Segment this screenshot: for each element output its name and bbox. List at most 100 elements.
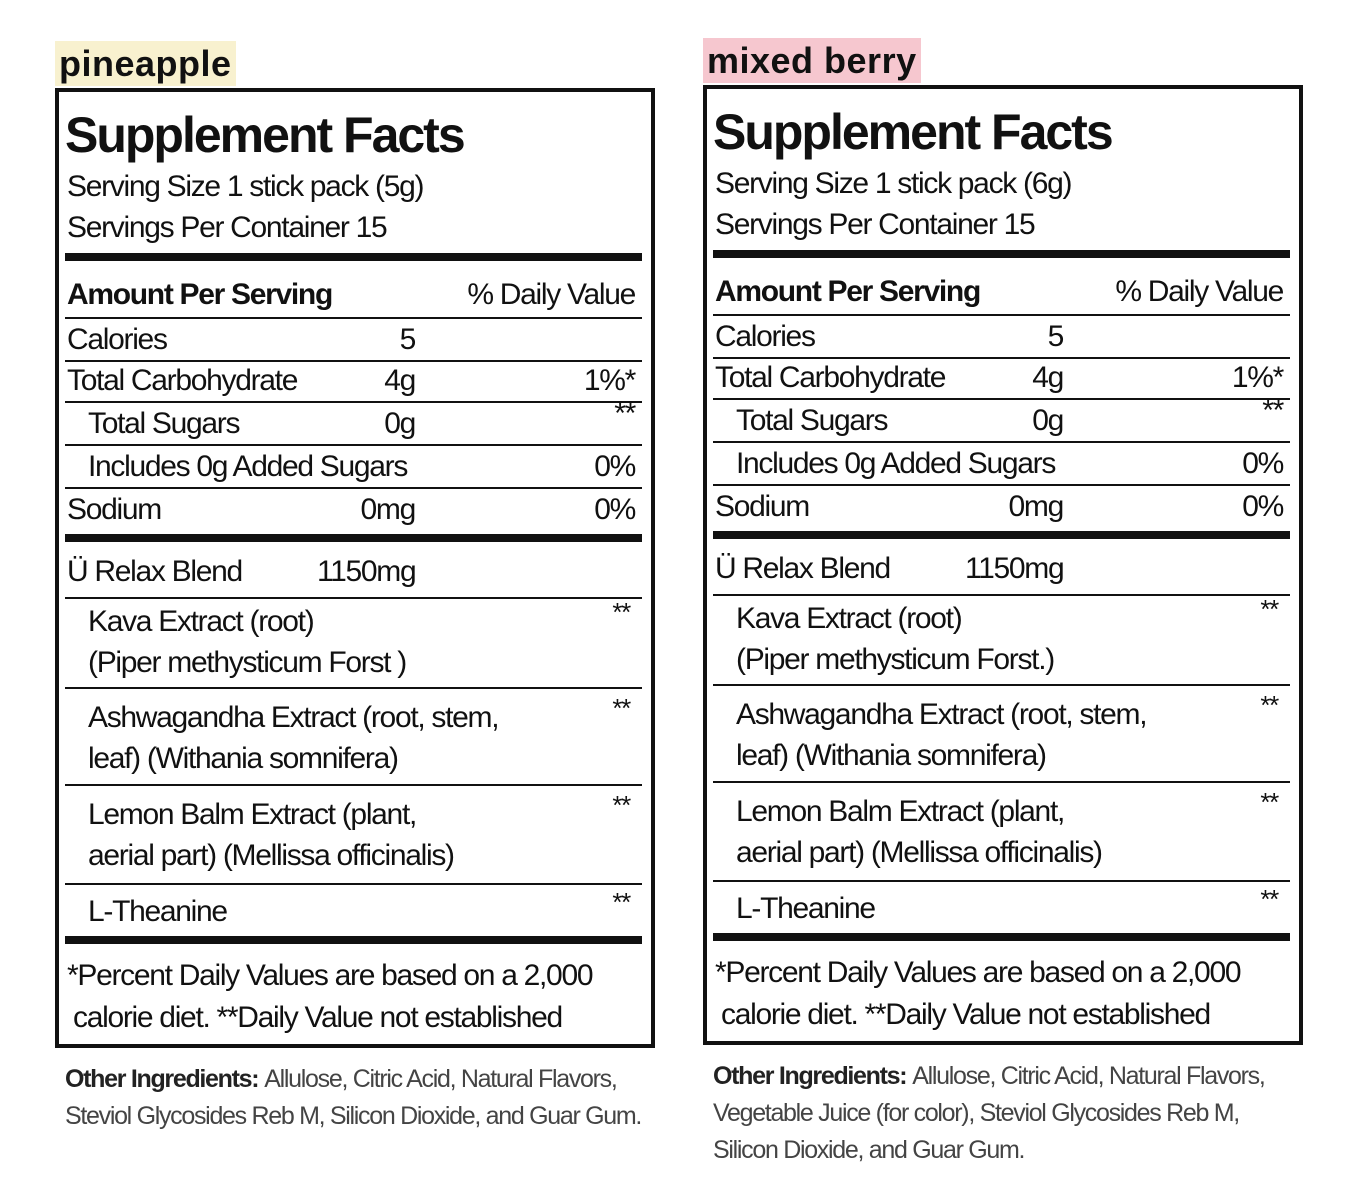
ingredient-line: Lemon Balm Extract (plant, xyxy=(88,798,417,831)
nutrient-daily-value: ** xyxy=(1262,394,1284,427)
rule xyxy=(65,444,642,446)
amount-header: Amount Per Serving xyxy=(67,278,333,311)
nutrient-name: Total Sugars xyxy=(736,404,888,437)
serving-size: Serving Size 1 stick pack (5g) xyxy=(67,170,424,203)
rule xyxy=(713,684,1290,686)
ingredient-line: Ashwagandha Extract (root, stem, xyxy=(736,698,1148,731)
nutrient-amount: 5 xyxy=(399,323,417,356)
panel-title: Supplement Facts xyxy=(65,107,466,163)
other-ingredients-line: Vegetable Juice (for color), Steviol Gly… xyxy=(713,1098,1240,1127)
nutrient-amount: 4g xyxy=(1032,361,1064,394)
ingredient-line: aerial part) (Mellissa officinalis) xyxy=(736,836,1103,869)
nutrient-amount: 0g xyxy=(384,407,416,440)
ingredient-line: L-Theanine xyxy=(88,895,228,928)
nutrient-amount: 0mg xyxy=(360,493,417,526)
panel-title: Supplement Facts xyxy=(713,104,1114,160)
ingredient-daily-value: ** xyxy=(1260,884,1279,914)
nutrient-daily-value: 1%* xyxy=(583,364,636,397)
ingredient-line: aerial part) (Mellissa officinalis) xyxy=(88,839,455,872)
ingredient-daily-value: ** xyxy=(1260,690,1279,720)
ingredient-line: Kava Extract (root) xyxy=(736,602,963,635)
rule xyxy=(65,401,642,403)
nutrient-name: Sodium xyxy=(715,490,810,523)
footnote-line: calorie diet. **Daily Value not establis… xyxy=(73,1001,563,1034)
ingredient-line: leaf) (Withania somnifera) xyxy=(736,739,1047,772)
nutrient-daily-value: 0% xyxy=(594,450,636,483)
rule xyxy=(713,250,1290,258)
rule xyxy=(65,317,642,319)
servings-per-container: Servings Per Container 15 xyxy=(67,211,388,244)
daily-value-header: % Daily Value xyxy=(467,278,636,311)
ingredient-line: Kava Extract (root) xyxy=(88,605,315,638)
amount-header: Amount Per Serving xyxy=(715,275,981,308)
ingredient-line: Lemon Balm Extract (plant, xyxy=(736,795,1065,828)
ingredient-line: (Piper methysticum Forst.) xyxy=(736,643,1055,676)
servings-per-container: Servings Per Container 15 xyxy=(715,208,1036,241)
other-ingredients-line: Steviol Glycosides Reb M, Silicon Dioxid… xyxy=(65,1101,642,1130)
daily-value-header: % Daily Value xyxy=(1115,275,1284,308)
ingredient-daily-value: ** xyxy=(612,887,631,917)
ingredient-line: (Piper methysticum Forst ) xyxy=(88,646,407,679)
other-ingredients-line: Allulose, Citric Acid, Natural Flavors, xyxy=(264,1064,618,1093)
rule xyxy=(713,357,1290,359)
footnote-line: *Percent Daily Values are based on a 2,0… xyxy=(67,959,594,992)
ingredient-daily-value: ** xyxy=(1260,787,1279,817)
facts-panel xyxy=(703,85,1303,1045)
nutrient-daily-value: 0% xyxy=(1242,447,1284,480)
nutrient-name: Includes 0g Added Sugars xyxy=(88,450,408,483)
other-ingredients-label: Other Ingredients: xyxy=(713,1061,908,1090)
rule xyxy=(713,484,1290,486)
rule xyxy=(65,534,642,542)
ingredient-line: Ashwagandha Extract (root, stem, xyxy=(88,701,500,734)
rule xyxy=(65,487,642,489)
ingredient-daily-value: ** xyxy=(612,693,631,723)
nutrient-name: Total Sugars xyxy=(88,407,240,440)
rule xyxy=(713,531,1290,539)
rule xyxy=(65,883,642,885)
rule xyxy=(65,360,642,362)
flavor-label: pineapple xyxy=(55,41,236,86)
nutrient-daily-value: 0% xyxy=(1242,490,1284,523)
nutrient-name: Calories xyxy=(67,323,168,356)
rule xyxy=(713,398,1290,400)
rule xyxy=(65,597,642,599)
blend-name: Ü Relax Blend xyxy=(67,555,243,588)
nutrient-amount: 5 xyxy=(1047,320,1065,353)
rule xyxy=(713,594,1290,596)
other-ingredients-label: Other Ingredients: xyxy=(65,1064,260,1093)
ingredient-daily-value: ** xyxy=(612,597,631,627)
nutrient-name: Calories xyxy=(715,320,816,353)
rule xyxy=(65,784,642,786)
nutrient-daily-value: ** xyxy=(614,397,636,430)
rule xyxy=(65,936,642,944)
nutrient-daily-value: 1%* xyxy=(1231,361,1284,394)
nutrient-daily-value: 0% xyxy=(594,493,636,526)
rule xyxy=(713,314,1290,316)
ingredient-line: L-Theanine xyxy=(736,892,876,925)
ingredient-line: leaf) (Withania somnifera) xyxy=(88,742,399,775)
rule xyxy=(65,253,642,261)
nutrient-name: Total Carbohydrate xyxy=(67,364,298,397)
rule xyxy=(713,781,1290,783)
blend-amount: 1150mg xyxy=(317,555,417,588)
other-ingredients-line: Silicon Dioxide, and Guar Gum. xyxy=(713,1135,1025,1164)
other-ingredients-line: Allulose, Citric Acid, Natural Flavors, xyxy=(912,1061,1266,1090)
nutrient-name: Includes 0g Added Sugars xyxy=(736,447,1056,480)
blend-name: Ü Relax Blend xyxy=(715,552,891,585)
serving-size: Serving Size 1 stick pack (6g) xyxy=(715,167,1072,200)
nutrient-name: Sodium xyxy=(67,493,162,526)
nutrient-amount: 0g xyxy=(1032,404,1064,437)
rule xyxy=(713,933,1290,941)
footnote-line: *Percent Daily Values are based on a 2,0… xyxy=(715,956,1242,989)
ingredient-daily-value: ** xyxy=(1260,594,1279,624)
rule xyxy=(713,441,1290,443)
rule xyxy=(713,880,1290,882)
flavor-label: mixed berry xyxy=(703,38,921,83)
rule xyxy=(65,687,642,689)
nutrient-amount: 4g xyxy=(384,364,416,397)
facts-panel xyxy=(55,88,655,1048)
ingredient-daily-value: ** xyxy=(612,790,631,820)
nutrient-name: Total Carbohydrate xyxy=(715,361,946,394)
blend-amount: 1150mg xyxy=(965,552,1065,585)
